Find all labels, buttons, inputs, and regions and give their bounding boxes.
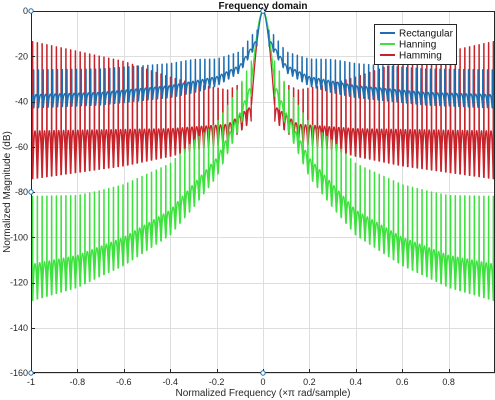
y-tick-label: -160 xyxy=(10,368,28,378)
x-tick-label: -1 xyxy=(27,377,35,387)
y-tick-label: -140 xyxy=(10,323,28,333)
series-line-hanning xyxy=(31,11,495,302)
legend-item-hanning[interactable]: Hanning xyxy=(380,40,436,51)
axis-marker-0 xyxy=(28,8,34,14)
x-axis-label: Normalized Frequency (×π rad/sample) xyxy=(175,388,350,399)
x-tick-label: 0.6 xyxy=(396,377,409,387)
y-tick-label: -40 xyxy=(15,97,28,107)
y-axis-label: Normalized Magnitude (dB) xyxy=(2,131,13,253)
y-tick-label: 0 xyxy=(23,6,28,16)
x-tick-label: 0.2 xyxy=(303,377,316,387)
y-tick-label: -60 xyxy=(15,142,28,152)
x-tick-label: -0.6 xyxy=(116,377,132,387)
y-tick-labels: -160 -140 -120 -100 -80 -60 -40 -20 0 xyxy=(10,6,28,378)
x-tick-label: 0.8 xyxy=(442,377,455,387)
axis-markers xyxy=(28,8,266,376)
y-tick-label: -80 xyxy=(15,187,28,197)
axis-marker-2 xyxy=(28,370,34,376)
y-tick-label: -100 xyxy=(10,232,28,242)
x-tick-label: 0.4 xyxy=(350,377,363,387)
chart-title: Frequency domain xyxy=(219,1,308,12)
legend-label: Hamming xyxy=(399,51,442,62)
x-tick-label: -0.4 xyxy=(162,377,178,387)
y-tick-label: -120 xyxy=(10,278,28,288)
axis-marker-4 xyxy=(260,370,266,376)
legend-label: Rectangular xyxy=(399,29,454,40)
series-layer xyxy=(31,11,495,302)
axis-marker-1 xyxy=(28,189,34,195)
legend-item-hamming[interactable]: Hamming xyxy=(380,51,442,62)
x-tick-label: -0.2 xyxy=(209,377,225,387)
x-tick-label: 0 xyxy=(260,377,265,387)
legend-item-rectangular[interactable]: Rectangular xyxy=(380,29,454,40)
series-line-rectangular xyxy=(31,11,495,109)
legend-label: Hanning xyxy=(399,40,436,51)
x-tick-label: -0.8 xyxy=(70,377,86,387)
x-tick-labels: -1 -0.8 -0.6 -0.4 -0.2 0 0.2 0.4 0.6 0.8 xyxy=(27,377,455,387)
axis-marker-3 xyxy=(260,8,266,14)
series-line-hamming xyxy=(31,11,495,180)
y-tick-label: -20 xyxy=(15,51,28,61)
